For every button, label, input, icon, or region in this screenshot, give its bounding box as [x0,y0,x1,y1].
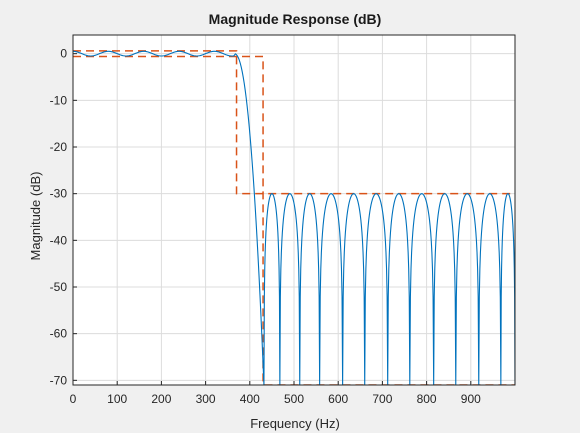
mask-lower-line [73,55,515,385]
mask-upper-line [73,50,515,195]
y-tick-label: -20 [50,140,68,154]
y-tick-label: -40 [50,233,68,247]
x-tick-label: 400 [240,392,260,406]
response-curve [73,50,515,385]
x-tick-label: 800 [417,392,437,406]
y-tick-label: -60 [50,327,68,341]
x-tick-label: 300 [196,392,216,406]
x-tick-label: 900 [461,392,481,406]
x-tick-label: 200 [151,392,171,406]
x-ticks: 0 100 200 300 400 500 600 700 800 900 [70,381,481,406]
y-tick-label: -10 [50,93,68,107]
x-tick-label: 700 [372,392,392,406]
y-tick-label: -50 [50,280,68,294]
x-tick-label: 500 [284,392,304,406]
x-tick-label: 600 [328,392,348,406]
x-tick-label: 0 [70,392,77,406]
y-tick-label: -70 [50,373,68,387]
response-line [73,50,515,385]
y-tick-label: -30 [50,187,68,201]
y-tick-label: 0 [60,47,67,61]
x-tick-label: 100 [107,392,127,406]
chart-title: Magnitude Response (dB) [209,11,382,27]
y-axis-label: Magnitude (dB) [28,172,43,261]
y-ticks: 0 -10 -20 -30 -40 -50 -60 -70 [50,47,77,387]
mask-lines [73,50,515,385]
x-axis-label: Frequency (Hz) [250,416,340,431]
